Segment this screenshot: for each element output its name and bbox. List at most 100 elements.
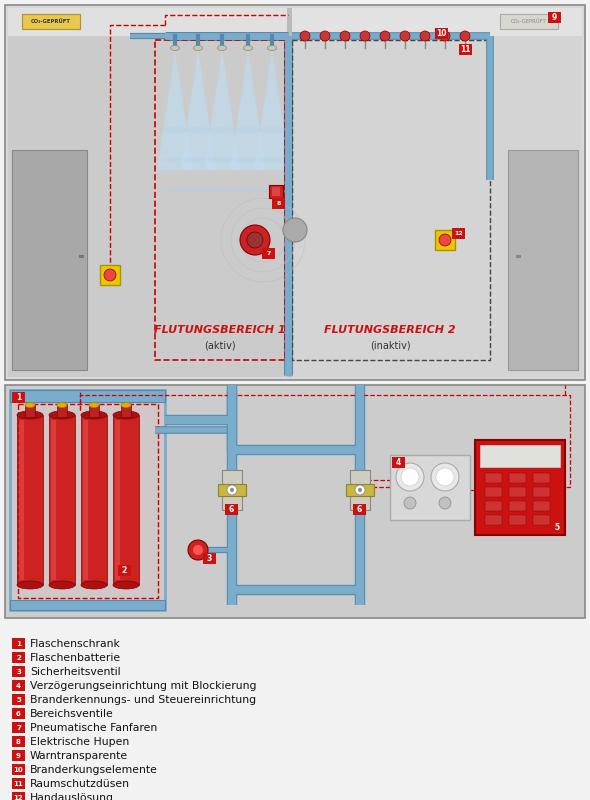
Bar [533,515,550,525]
Circle shape [358,488,362,492]
Text: Bereichsventile: Bereichsventile [30,709,114,719]
Circle shape [247,232,263,248]
Text: Pneumatische Fanfaren: Pneumatische Fanfaren [30,723,158,733]
Ellipse shape [258,127,286,133]
Ellipse shape [121,402,131,407]
Ellipse shape [57,402,67,407]
Text: Handauslösung: Handauslösung [30,793,114,800]
Circle shape [320,31,330,41]
Ellipse shape [258,157,286,163]
Bar [12,722,25,733]
Bar [353,504,366,515]
Text: 5: 5 [16,697,21,702]
Text: 7: 7 [16,725,21,730]
Ellipse shape [161,187,189,193]
Text: FLUTUNGSBEREICH 1: FLUTUNGSBEREICH 1 [154,325,286,335]
Text: 10: 10 [14,766,24,773]
Ellipse shape [25,402,35,407]
Ellipse shape [218,46,227,50]
Bar [83,420,88,580]
Text: 3: 3 [16,669,21,674]
Bar [269,185,283,198]
Circle shape [240,225,270,255]
Circle shape [193,545,203,555]
Ellipse shape [208,187,236,193]
Circle shape [340,31,350,41]
Bar [480,445,560,467]
Ellipse shape [208,157,236,163]
Text: 4: 4 [396,458,401,467]
Circle shape [396,463,424,491]
Ellipse shape [161,127,189,133]
Ellipse shape [49,581,75,589]
Ellipse shape [244,46,253,50]
Ellipse shape [113,581,139,589]
Bar [10,390,165,402]
Bar [118,565,131,576]
Ellipse shape [161,157,189,163]
Bar [12,666,25,677]
Bar [346,484,374,496]
Bar [485,501,502,511]
Bar [5,385,585,618]
Bar [435,230,455,250]
Ellipse shape [184,127,212,133]
Circle shape [355,485,365,495]
Circle shape [431,463,459,491]
Text: Raumschutzdüsen: Raumschutzdüsen [30,779,130,789]
Bar [287,8,292,377]
Bar [509,515,526,525]
Bar [17,415,43,585]
Bar [12,652,25,663]
Circle shape [439,234,451,246]
Bar [121,405,131,417]
Ellipse shape [267,46,277,50]
Circle shape [420,31,430,41]
Bar [12,778,25,789]
Ellipse shape [234,127,262,133]
Bar [533,487,550,497]
Text: Warntransparente: Warntransparente [30,751,128,761]
Bar [10,390,165,610]
Text: Branderkungselemente: Branderkungselemente [30,765,158,775]
Bar [509,487,526,497]
Bar [485,515,502,525]
Bar [12,764,25,775]
Circle shape [436,468,454,486]
Bar [218,484,246,496]
Bar [51,420,56,580]
Bar [390,455,470,520]
Bar [12,736,25,747]
Bar [203,553,216,564]
Circle shape [188,540,208,560]
Bar [435,28,448,39]
Polygon shape [230,50,266,170]
Text: 9: 9 [552,13,557,22]
Bar [485,473,502,483]
Text: Branderkennungs- und Steuereinrichtung: Branderkennungs- und Steuereinrichtung [30,695,256,705]
Bar [113,415,139,585]
Circle shape [227,485,237,495]
Bar [79,255,84,258]
Ellipse shape [89,402,99,407]
Text: 11: 11 [460,45,471,54]
Polygon shape [204,50,240,170]
Text: 7: 7 [266,251,271,256]
Text: 8: 8 [276,201,281,206]
Bar [12,750,25,761]
Bar [22,14,80,29]
Bar [225,504,238,515]
Polygon shape [157,50,193,170]
Bar [12,680,25,691]
Ellipse shape [113,411,139,419]
Text: Flaschenschrank: Flaschenschrank [30,639,121,649]
Bar [485,487,502,497]
Ellipse shape [184,187,212,193]
Circle shape [230,488,234,492]
Text: CO₂-GEPRÜFT: CO₂-GEPRÜFT [31,19,71,24]
Text: 6: 6 [229,505,234,514]
Text: 9: 9 [16,753,21,758]
Text: 2: 2 [16,654,21,661]
Bar [551,522,564,533]
Text: 12: 12 [14,794,24,800]
